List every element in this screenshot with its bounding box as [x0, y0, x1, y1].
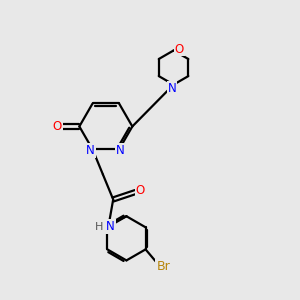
Text: Br: Br — [156, 260, 170, 273]
Text: N: N — [106, 220, 115, 233]
Text: H: H — [95, 222, 103, 232]
Text: O: O — [136, 184, 145, 196]
Text: O: O — [175, 43, 184, 56]
Text: N: N — [86, 144, 94, 158]
Text: O: O — [52, 120, 62, 133]
Text: N: N — [168, 82, 176, 95]
Text: N: N — [116, 144, 125, 158]
